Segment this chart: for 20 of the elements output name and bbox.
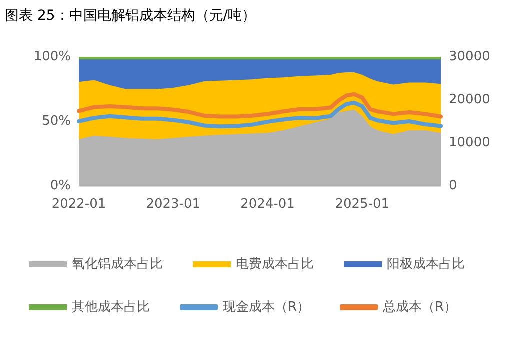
y2-tick-label: 20000 (449, 92, 490, 108)
x-tick-label: 2024-01 (240, 197, 295, 212)
x-tick-label: 2023-01 (146, 197, 201, 212)
x-tick-label: 2025-01 (335, 197, 390, 212)
legend-label: 现金成本（R） (223, 300, 310, 315)
legend-label: 氧化铝成本占比 (72, 257, 163, 272)
legend-label: 电费成本占比 (236, 257, 314, 272)
y-tick-label: 0% (50, 178, 71, 194)
legend-label: 其他成本占比 (72, 300, 150, 315)
y2-tick-label: 30000 (449, 50, 490, 64)
y2-tick-label: 10000 (449, 136, 490, 150)
y-tick-label: 100% (34, 50, 71, 64)
legend-label: 阳极成本占比 (387, 257, 465, 272)
y-tick-label: 50% (42, 114, 71, 129)
line-series (77, 101, 443, 129)
legend-label: 总成本（R） (382, 300, 458, 315)
chart-title: 图表 25：中国电解铝成本结构（元/吨） (5, 8, 256, 24)
x-tick-label: 2022-01 (52, 197, 106, 212)
y2-tick-label: 0 (449, 178, 458, 194)
line-series (77, 92, 443, 119)
